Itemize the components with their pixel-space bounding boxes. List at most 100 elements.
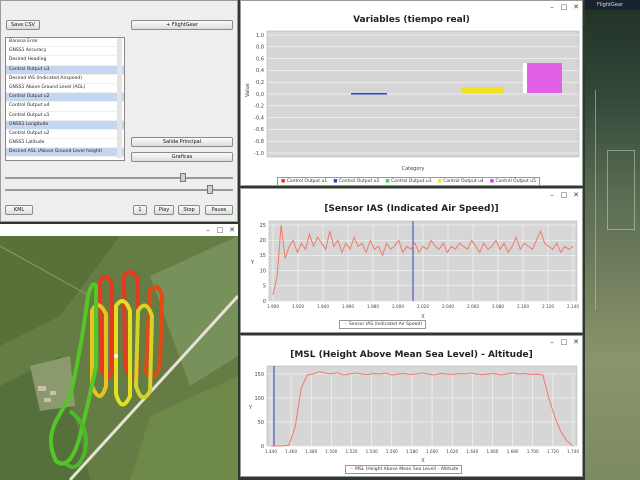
x-tick-label: 1.660 (486, 449, 498, 454)
list-item[interactable]: GNSS1 Latitude (6, 139, 124, 149)
y-axis-label: Y (250, 260, 255, 266)
ias-titlebar: – □ ✕ (241, 189, 582, 201)
variables-titlebar: – □ ✕ (241, 1, 582, 13)
legend-item: ■ Control Output u4 (437, 179, 484, 184)
slider-thumb-1[interactable] (180, 173, 186, 182)
x-tick-label: 1.940 (317, 304, 329, 309)
graficas-button[interactable]: Graficas (131, 152, 233, 162)
map-titlebar: – □ ✕ (0, 224, 238, 236)
pause-button[interactable]: Pause (205, 205, 233, 215)
play-button[interactable]: Play (154, 205, 174, 215)
list-item[interactable]: GNSS1 Accuracy (6, 47, 124, 57)
x-tick-label: 2.080 (492, 304, 504, 309)
slider-thumb-2[interactable] (207, 185, 213, 194)
gridlines (269, 224, 577, 302)
x-tick-label: 2.140 (567, 304, 579, 309)
x-axis-label: X (421, 458, 425, 464)
list-item[interactable]: Control Output u4 (6, 102, 124, 112)
hud-box (607, 150, 635, 230)
flightgear-window: FlightGear (585, 0, 640, 480)
legend-item: ■ Control Output u5 (489, 179, 536, 184)
y-tick-label: 100 (254, 396, 264, 402)
x-tick-label: 1.900 (267, 304, 279, 309)
x-tick-label: 1.920 (292, 304, 304, 309)
y-tick-label: -0,4 (254, 115, 264, 121)
list-item[interactable]: GNSS1 Above Ground Level (AGL) (6, 84, 124, 94)
maximize-icon[interactable]: □ (560, 3, 568, 11)
y-tick-label: 50 (258, 420, 264, 426)
close-icon[interactable]: ✕ (573, 3, 579, 11)
list-item[interactable]: Desired ASL (Above Ground Level height) (6, 148, 124, 158)
x-tick-label: 1.700 (527, 449, 539, 454)
y-axis-ticks: 150 100 50 0 (254, 372, 264, 450)
list-item[interactable]: Desired Heading (6, 56, 124, 66)
y-tick-label: 0,2 (256, 80, 264, 86)
x-tick-label: 2.000 (392, 304, 404, 309)
variables-chart: 1,0 0,8 0,6 0,4 0,2 0,0 -0,2 -0,4 -0,6 -0,8 -1,0 V… (245, 30, 580, 172)
bar-u5-edge (523, 63, 527, 93)
y-tick-label: 0,0 (256, 92, 264, 98)
minimize-icon[interactable]: – (550, 338, 554, 346)
list-item[interactable]: Control Output u3 (6, 65, 124, 75)
list-item[interactable]: Control Output u2 (6, 93, 124, 103)
list-item[interactable]: Control Output u2 (6, 130, 124, 140)
flight-path (49, 270, 164, 469)
slider-track-2[interactable] (5, 189, 233, 191)
close-icon[interactable]: ✕ (573, 191, 579, 199)
y-axis-label: Y (248, 405, 253, 411)
x-tick-label: 1.440 (265, 449, 277, 454)
legend-item: ■ Control Output u3 (385, 179, 432, 184)
y-tick-label: 15 (260, 253, 266, 259)
y-tick-label: 5 (263, 284, 266, 290)
maximize-icon[interactable]: □ (216, 226, 224, 234)
x-tick-label: 1.740 (567, 449, 579, 454)
close-icon[interactable]: ✕ (229, 226, 235, 234)
speed-field[interactable]: 1 (133, 205, 147, 215)
kml-dropdown[interactable]: KML (5, 205, 33, 215)
x-tick-label: 1.980 (367, 304, 379, 309)
sensor-list[interactable]: Barosia Error GNSS1 Accuracy Desired Hea… (5, 37, 125, 161)
minimize-icon[interactable]: – (550, 3, 554, 11)
y-tick-label: -0,6 (254, 127, 264, 133)
list-item[interactable]: Desired IAS (Indicated Airspeed) (6, 75, 124, 84)
maximize-icon[interactable]: □ (560, 191, 568, 199)
control-window: Save CSV + FlightGear Barosia Error GNSS… (0, 0, 238, 222)
list-item[interactable]: GNSS1 Longitude (6, 120, 124, 130)
y-tick-label: 0,4 (256, 68, 264, 74)
x-tick-label: 1.600 (426, 449, 438, 454)
map-view[interactable] (0, 236, 238, 480)
bar-u5 (527, 63, 562, 93)
x-axis-label: X (421, 314, 425, 320)
bar-u2 (351, 93, 387, 95)
y-tick-label: 0,8 (256, 45, 264, 51)
gridlines (267, 373, 577, 447)
close-icon[interactable]: ✕ (573, 338, 579, 346)
x-tick-label: 1.520 (346, 449, 358, 454)
y-tick-label: 1,0 (256, 33, 264, 39)
minimize-icon[interactable]: – (206, 226, 210, 234)
stop-button[interactable]: Stop (178, 205, 200, 215)
x-tick-label: 1.540 (366, 449, 378, 454)
list-item[interactable]: Control Output u1 (6, 112, 124, 121)
x-tick-label: 2.020 (417, 304, 429, 309)
x-tick-label: 1.580 (406, 449, 418, 454)
x-tick-label: 1.620 (446, 449, 458, 454)
list-scrollbar[interactable] (117, 38, 122, 158)
y-tick-label: 20 (260, 238, 266, 244)
y-tick-label: 150 (254, 372, 264, 378)
flightgear-titlebar: FlightGear (585, 0, 640, 10)
salida-principal-button[interactable]: Salida Principal (131, 137, 233, 147)
maximize-icon[interactable]: □ (560, 338, 568, 346)
x-tick-label: 1.460 (285, 449, 297, 454)
slider-track-1[interactable] (5, 177, 233, 179)
ias-chart: 25 20 15 10 5 0 1.900 1.920 1.940 1.960 1.980 2.00… (250, 220, 579, 320)
flightgear-button[interactable]: + FlightGear (131, 20, 233, 30)
y-axis-ticks: 25 20 15 10 5 0 (260, 223, 266, 305)
ias-chart-title: [Sensor IAS (Indicated Air Speed)] (324, 204, 499, 214)
list-item[interactable]: Barosia Error (6, 38, 124, 48)
minimize-icon[interactable]: – (550, 191, 554, 199)
legend-item: ■ Control Output u2 (333, 179, 380, 184)
ias-chart-window: – □ ✕ [Sensor IAS (Indicated Air Speed)] 2… (240, 188, 583, 333)
variables-legend: ■ Control Output u1 ■ Control Output u2 … (277, 177, 540, 186)
save-csv-button[interactable]: Save CSV (6, 20, 40, 30)
